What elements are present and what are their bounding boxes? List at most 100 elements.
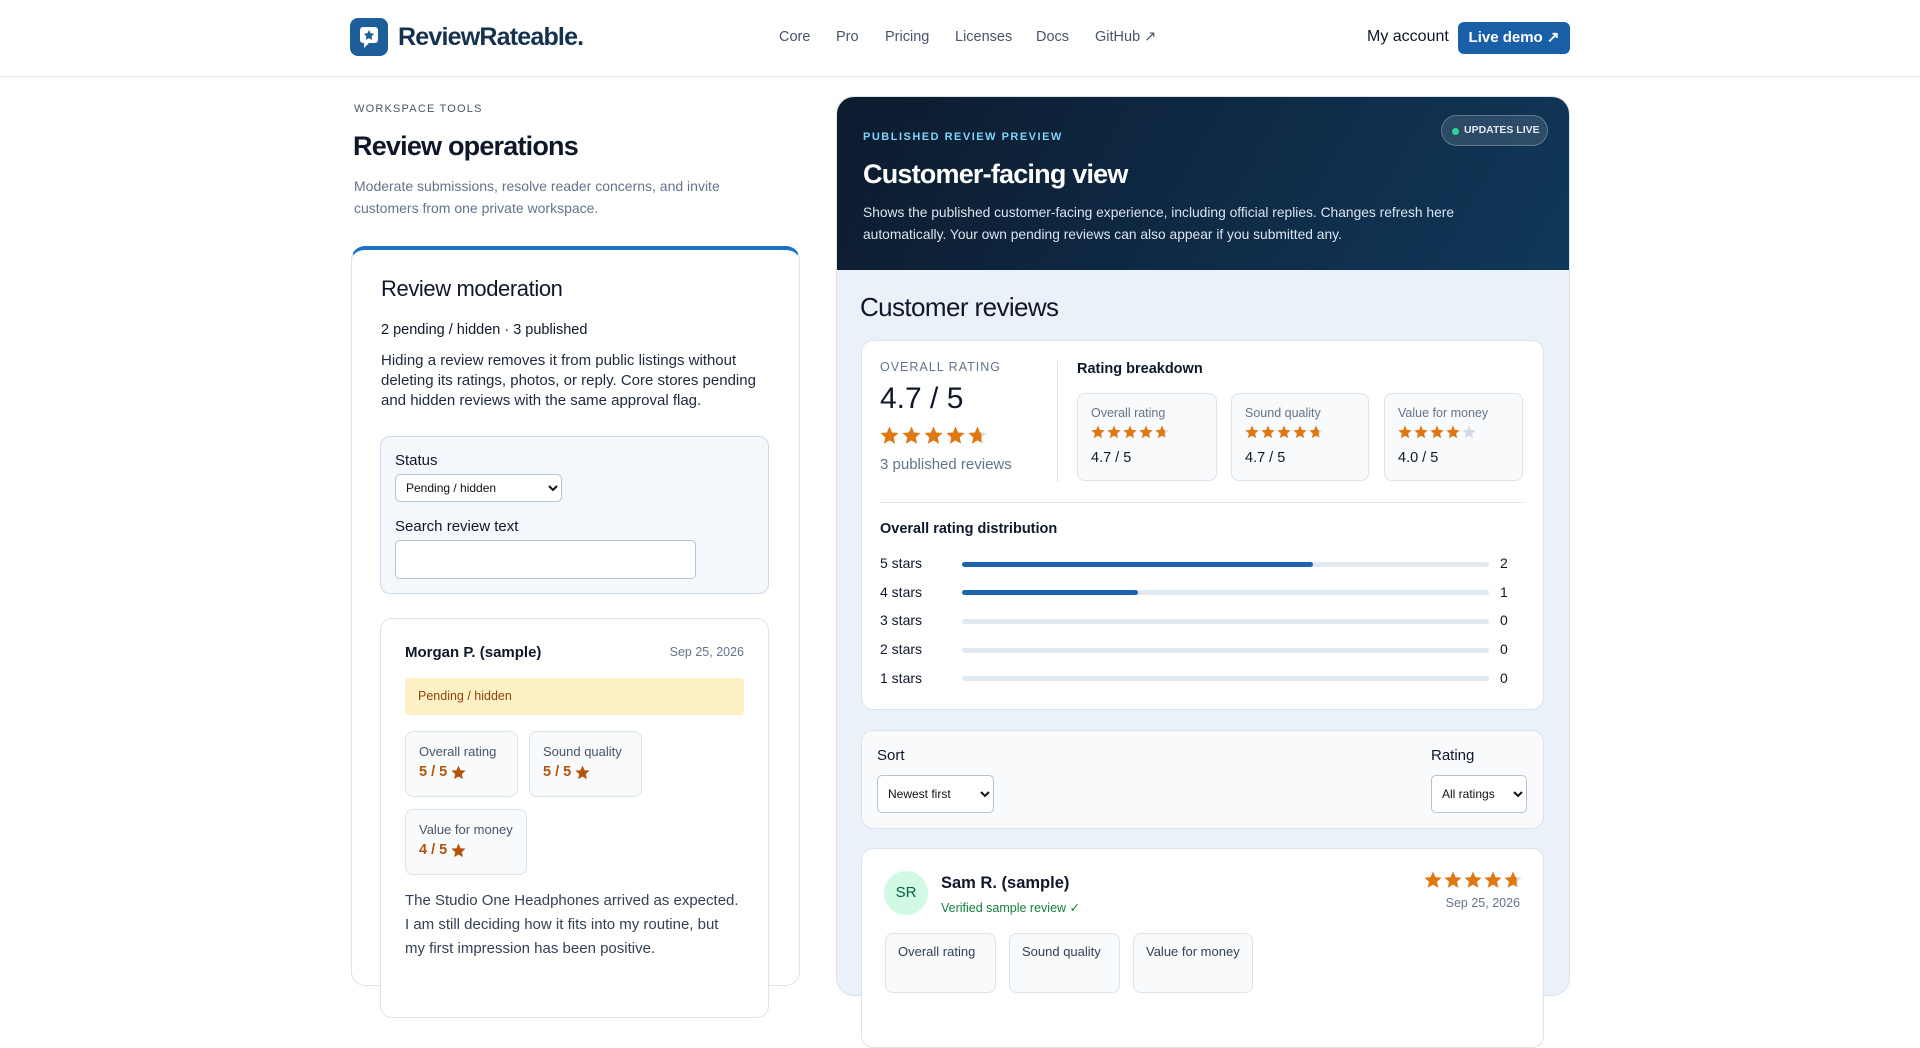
rating-tile-value: 5 / 5	[543, 764, 572, 780]
search-input[interactable]	[395, 540, 696, 579]
distribution-track	[962, 676, 1489, 682]
rating-tile-value: 5 / 5	[419, 764, 448, 780]
public-rating-label: Value for money	[1146, 944, 1240, 959]
divider	[1057, 361, 1058, 482]
status-label: Status	[395, 452, 438, 469]
page-description: Moderate submissions, resolve reader con…	[354, 178, 720, 216]
rating-tile-label: Value for money	[419, 822, 513, 837]
rating-tile-value: 4 / 5	[419, 842, 448, 858]
verified-label: Verified sample review ✓	[941, 901, 1081, 915]
account-link[interactable]: My account	[1367, 28, 1449, 45]
sort-label: Sort	[877, 747, 905, 764]
distribution-count: 0	[1500, 669, 1508, 686]
rating-tile: Sound quality 5 / 5	[529, 731, 642, 797]
public-review-author: Sam R. (sample)	[941, 874, 1070, 892]
review-count: 3 published reviews	[880, 456, 1012, 473]
moderation-summary: 2 pending / hidden · 3 published	[381, 322, 588, 338]
star-rating	[1245, 425, 1323, 439]
preview-description: Shows the published customer-facing expe…	[863, 205, 1455, 242]
nav-link[interactable]: GitHub ↗	[1095, 29, 1157, 45]
breakdown-tile: Overall rating 4.7 / 5	[1077, 393, 1217, 481]
breakdown-value: 4.7 / 5	[1245, 450, 1286, 466]
star-icon	[575, 765, 590, 779]
rating-tiles: Overall rating 5 / 5 Sound quality 5 / 5 Val…	[405, 731, 665, 875]
star-rating	[1398, 425, 1476, 439]
rating-tile: Value for money 4 / 5	[405, 809, 527, 875]
distribution-track	[962, 618, 1489, 624]
public-rating-tiles: Overall rating Sound quality Value for mon…	[885, 933, 1253, 993]
star-rating	[1091, 425, 1169, 439]
breakdown-label: Value for money	[1398, 406, 1489, 420]
overall-label: OVERALL RATING	[880, 360, 1001, 374]
distribution-label: 5 stars	[880, 555, 923, 571]
review-date: Sep 25, 2026	[669, 645, 744, 659]
breakdown-value: 4.7 / 5	[1091, 450, 1132, 466]
nav-link[interactable]: Pricing	[885, 29, 930, 45]
public-rating-tile: Sound quality	[1009, 933, 1120, 993]
status-select[interactable]: Pending / hidden	[395, 474, 562, 502]
distribution-label: 4 stars	[880, 583, 923, 600]
breakdown-value: 4.0 / 5	[1398, 450, 1439, 466]
nav-link[interactable]: Core	[779, 29, 811, 45]
distribution-count: 0	[1500, 612, 1508, 629]
distribution-label: 1 stars	[880, 669, 923, 686]
star-icon	[451, 843, 466, 857]
live-demo-button[interactable]: Live demo ↗	[1458, 22, 1570, 54]
brand[interactable]: ReviewRateable.	[398, 23, 584, 51]
preview-eyebrow: PUBLISHED REVIEW PREVIEW	[863, 131, 1063, 143]
distribution-bar	[962, 590, 1138, 596]
breakdown-title: Rating breakdown	[1077, 361, 1203, 377]
live-badge: UPDATES LIVE	[1441, 115, 1548, 146]
logo-icon[interactable]	[350, 18, 388, 56]
nav-link[interactable]: Pro	[836, 29, 859, 45]
overall-value: 4.7 / 5	[880, 382, 964, 415]
rating-tile-row: 5 / 5	[419, 764, 504, 780]
rating-tile-row: 4 / 5	[419, 842, 513, 858]
distribution-bar	[962, 561, 1314, 567]
breakdown-tile: Value for money 4.0 / 5	[1384, 393, 1523, 481]
public-rating-tile: Value for money	[1133, 933, 1253, 993]
public-rating-label: Sound quality	[1022, 944, 1101, 959]
public-rating-tile: Overall rating	[885, 933, 996, 993]
logo-glyph	[360, 27, 378, 48]
distribution-count: 1	[1500, 583, 1508, 600]
rating-tile-row: 5 / 5	[543, 764, 628, 780]
distribution-track	[962, 590, 1489, 596]
star-rating	[1424, 871, 1522, 888]
live-dot	[1452, 128, 1459, 135]
top-bar	[0, 0, 1920, 77]
distribution-label: 2 stars	[880, 641, 923, 658]
public-review-date: Sep 25, 2026	[1445, 896, 1520, 910]
moderation-note: Hiding a review removes it from public l…	[381, 352, 756, 409]
star-icon	[451, 765, 466, 779]
rating-label: Rating	[1431, 747, 1475, 764]
sort-select[interactable]: Newest first	[877, 775, 994, 813]
eyebrow: WORKSPACE TOOLS	[354, 103, 483, 115]
breakdown-tile: Sound quality 4.7 / 5	[1231, 393, 1369, 481]
rating-tile: Overall rating 5 / 5	[405, 731, 518, 797]
page-title: Review operations	[353, 131, 579, 161]
avatar: SR	[884, 871, 928, 915]
review-author: Morgan P. (sample)	[405, 644, 542, 661]
distribution-track	[962, 647, 1489, 653]
rating-select[interactable]: All ratings	[1431, 775, 1527, 813]
review-text: The Studio One Headphones arrived as exp…	[405, 892, 739, 957]
breakdown-label: Overall rating	[1091, 406, 1166, 420]
reviews-heading: Customer reviews	[860, 292, 1059, 322]
moderation-title: Review moderation	[381, 276, 563, 301]
nav-link[interactable]: Docs	[1036, 29, 1070, 45]
rating-tile-label: Overall rating	[419, 744, 497, 759]
live-badge-text: UPDATES LIVE	[1464, 124, 1540, 136]
distribution-label: 3 stars	[880, 612, 923, 629]
rating-tile-label: Sound quality	[543, 744, 622, 759]
distribution-count: 2	[1500, 555, 1508, 571]
breakdown-label: Sound quality	[1245, 406, 1321, 420]
divider	[880, 502, 1523, 503]
nav-link[interactable]: Licenses	[955, 29, 1013, 45]
public-rating-label: Overall rating	[898, 944, 976, 959]
status-badge: Pending / hidden	[405, 678, 744, 715]
search-label: Search review text	[395, 518, 519, 535]
preview-title: Customer-facing view	[863, 159, 1128, 189]
